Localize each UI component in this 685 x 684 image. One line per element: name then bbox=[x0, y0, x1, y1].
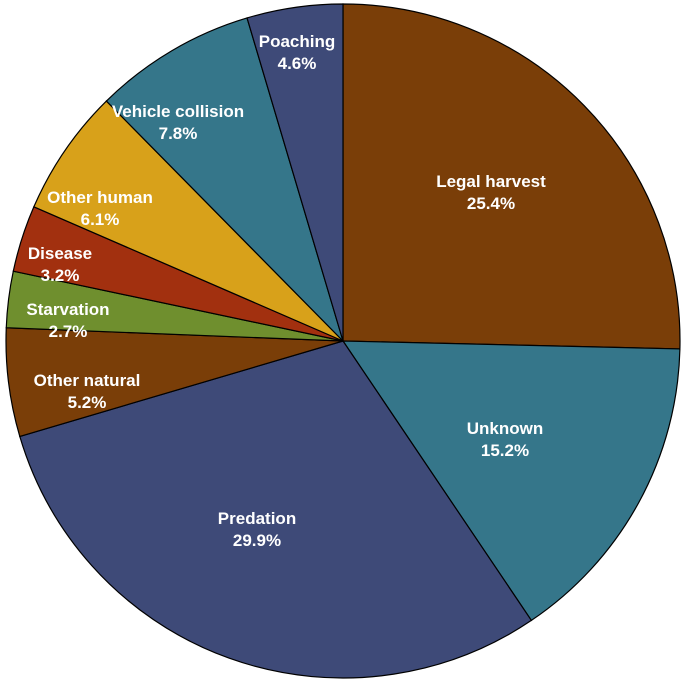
slice-label-disease: Disease 3.2% bbox=[28, 244, 92, 285]
slice-value-label: 4.6% bbox=[278, 54, 317, 73]
slice-value-label: 29.9% bbox=[233, 531, 281, 550]
pie-slice-unknown bbox=[341, 340, 681, 622]
labels-layer: Legal harvest 25.4% Unknown 15.2% Predation 2… bbox=[26, 32, 546, 550]
slice-value-label: 15.2% bbox=[481, 441, 529, 460]
slice-label-vehicle-collision: Vehicle collision 7.8% bbox=[112, 102, 244, 143]
slice-label-other-human: Other human 6.1% bbox=[47, 188, 153, 229]
slice-label-starvation: Starvation 2.7% bbox=[26, 300, 109, 341]
slice-category-label: Starvation bbox=[26, 300, 109, 319]
slice-label-legal-harvest: Legal harvest 25.4% bbox=[436, 172, 546, 213]
slices-layer bbox=[5, 3, 681, 679]
pie-slice-poaching bbox=[246, 3, 344, 342]
slice-category-label: Legal harvest bbox=[436, 172, 546, 191]
slice-value-label: 6.1% bbox=[81, 210, 120, 229]
slice-label-predation: Predation 29.9% bbox=[218, 509, 296, 550]
slice-value-label: 5.2% bbox=[68, 393, 107, 412]
slice-category-label: Other human bbox=[47, 188, 153, 207]
slice-category-label: Poaching bbox=[259, 32, 336, 51]
slice-label-poaching: Poaching 4.6% bbox=[259, 32, 336, 73]
slice-value-label: 7.8% bbox=[159, 124, 198, 143]
slice-value-label: 2.7% bbox=[49, 322, 88, 341]
slice-label-other-natural: Other natural 5.2% bbox=[34, 371, 141, 412]
pie-slice-other-human bbox=[33, 100, 344, 342]
slice-category-label: Vehicle collision bbox=[112, 102, 244, 121]
slice-category-label: Disease bbox=[28, 244, 92, 263]
slice-category-label: Other natural bbox=[34, 371, 141, 390]
slice-value-label: 3.2% bbox=[41, 266, 80, 285]
slice-value-label: 25.4% bbox=[467, 194, 515, 213]
pie-slice-legal-harvest bbox=[342, 3, 681, 350]
pie-slice-predation bbox=[19, 340, 533, 679]
slice-category-label: Predation bbox=[218, 509, 296, 528]
pie-slice-vehicle-collision bbox=[105, 17, 344, 342]
slice-label-unknown: Unknown 15.2% bbox=[467, 419, 544, 460]
slice-category-label: Unknown bbox=[467, 419, 544, 438]
